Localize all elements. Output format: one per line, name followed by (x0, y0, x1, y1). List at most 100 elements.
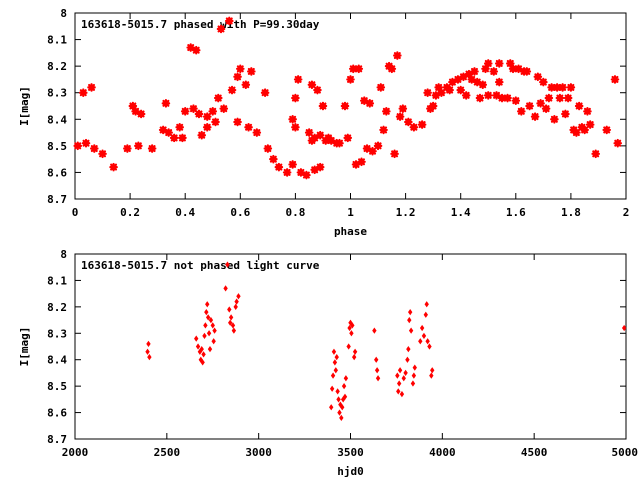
chart-0-data-point (566, 83, 576, 92)
chart-0-data-point (505, 59, 515, 68)
chart-0-data-point (147, 144, 157, 153)
chart-1-data-point (146, 340, 151, 347)
chart-0-data-point (456, 85, 465, 95)
chart-0-x-tick-label: 1.6 (506, 206, 526, 219)
chart-0-data-point (368, 146, 377, 156)
chart-1-x-tick-label: 2500 (154, 446, 181, 459)
chart-0-title: 163618-5015.7 phased with P=99.30day (81, 18, 320, 31)
chart-0-data-point (178, 133, 187, 143)
chart-0-data-point (613, 138, 623, 148)
chart-0-y-tick-label: 8.7 (47, 193, 67, 206)
chart-0-data-point (365, 99, 375, 108)
chart-1-data-point (329, 404, 334, 411)
chart-0-data-point (175, 122, 184, 132)
chart-1-data-point (372, 327, 377, 334)
chart-0-data-point (89, 144, 99, 153)
chart-0-data-point (508, 64, 518, 74)
chart-1-data-point (203, 322, 208, 329)
chart-1-y-tick-label: 8 (60, 248, 67, 261)
chart-1-data-point (343, 375, 349, 382)
chart-0-data-point (224, 16, 234, 26)
chart-0-data-point (186, 43, 196, 52)
chart-0-data-point (202, 112, 212, 121)
chart-0-data-point (511, 96, 521, 105)
chart-1-data-point (342, 393, 348, 400)
chart-0-data-point (563, 93, 573, 103)
chart-0-data-point (291, 93, 300, 103)
chart-1-data-point (147, 353, 152, 361)
chart-1-data-point (336, 396, 341, 403)
chart-1-y-axis-label: I[mag] (18, 327, 31, 367)
chart-1-data-point (204, 309, 209, 316)
chart-0-data-point (514, 64, 523, 74)
chart-0-data-point (536, 99, 545, 108)
chart-0-data-point (202, 122, 212, 132)
chart-0-data-point (351, 160, 361, 169)
chart-0-data-point (580, 125, 589, 135)
chart-0-data-point (109, 162, 118, 172)
chart-0-x-tick-label: 0.4 (175, 206, 195, 219)
chart-1-data-point (145, 348, 150, 355)
chart-1-y-tick-label: 8.5 (47, 380, 67, 393)
chart-0-data-point (552, 83, 562, 92)
chart-1-data-point (236, 293, 241, 300)
chart-1-data-point (375, 375, 381, 382)
chart-0-data-point (376, 83, 386, 92)
chart-0-data-point (539, 77, 548, 87)
chart-1-data-point (374, 367, 380, 374)
chart-0-data-point (304, 128, 314, 137)
chart-0-data-point (136, 109, 146, 119)
chart-0-data-point (541, 104, 551, 113)
chart-0-data-point (318, 101, 328, 111)
chart-0-data-point (382, 107, 391, 116)
chart-0-data-point (467, 75, 477, 84)
chart-0-data-point (208, 107, 218, 116)
chart-0-data-point (417, 120, 427, 129)
chart-1-data-point (427, 343, 432, 350)
chart-1-data-point (418, 338, 423, 345)
chart-0-data-point (310, 165, 319, 175)
chart-0-data-point (461, 91, 471, 100)
chart-0-data-point (244, 122, 253, 132)
chart-0-data-point (335, 138, 344, 148)
chart-0-data-point (233, 72, 242, 82)
chart-1-data-point (208, 316, 214, 324)
chart-1-data-point (347, 324, 352, 332)
chart-0-data-point (216, 24, 226, 34)
chart-0-data-point (362, 144, 372, 153)
chart-1-data-point (210, 322, 215, 329)
chart-0-y-tick-label: 8.4 (47, 113, 67, 126)
chart-1-data-point (205, 314, 211, 321)
chart-0-data-point (87, 83, 96, 92)
chart-0-data-point (470, 67, 479, 76)
chart-0-data-point (227, 85, 237, 95)
chart-1-data-point (225, 261, 230, 268)
chart-1-x-tick-label: 5000 (612, 446, 639, 459)
chart-0-y-tick-label: 8.1 (47, 34, 67, 47)
chart-0-data-point (434, 83, 443, 92)
chart-0-data-point (296, 168, 306, 177)
chart-0-data-point (197, 130, 207, 140)
chart-1-data-point (410, 380, 416, 387)
chart-0-data-point (81, 138, 91, 148)
chart-0-data-point (354, 64, 364, 74)
chart-0-data-point (379, 125, 388, 135)
chart-1-x-axis-label: hjd0 (337, 465, 364, 478)
chart-0-data-point (236, 64, 245, 74)
chart-0-data-point (481, 64, 490, 74)
chart-1-data-point (346, 343, 351, 350)
chart-0-data-point (189, 104, 198, 113)
chart-0-data-point (610, 75, 620, 84)
chart-1-data-point (334, 353, 339, 361)
chart-1-data-point (331, 348, 337, 355)
chart-1-data-point (207, 346, 213, 353)
chart-0-data-point (307, 80, 317, 90)
chart-1-y-tick-label: 8.1 (47, 274, 67, 287)
chart-1-x-tick-label: 4000 (429, 446, 456, 459)
chart-0-data-point (558, 83, 567, 92)
chart-0-data-point (448, 77, 457, 87)
chart-0-data-point (169, 133, 179, 143)
chart-0-data-point (423, 88, 432, 98)
chart-1-data-point (399, 390, 405, 398)
chart-1-y-tick-label: 8.6 (47, 407, 67, 420)
